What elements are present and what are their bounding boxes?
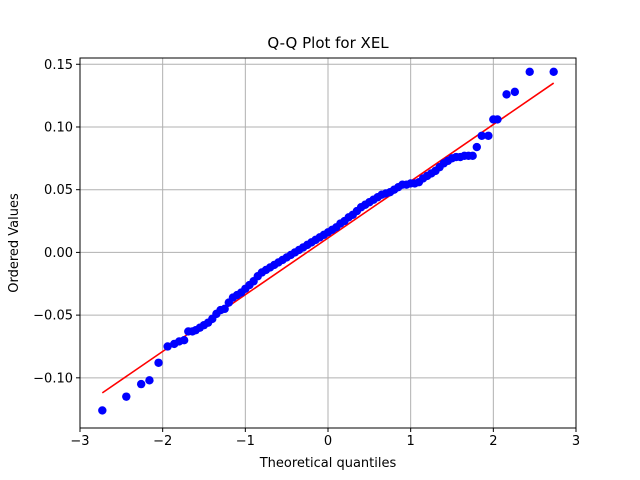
x-tick-label: 1 [407, 434, 415, 449]
data-point [493, 115, 502, 124]
data-point [502, 90, 511, 99]
data-point [136, 379, 146, 389]
data-point [122, 392, 131, 401]
y-tick-label: 0.15 [44, 58, 73, 73]
data-points-layer [98, 67, 558, 415]
y-tick-label: −0.05 [33, 309, 73, 324]
y-axis-label: Ordered Values [7, 193, 22, 293]
data-point [468, 151, 477, 161]
y-tick-label: 0.10 [44, 120, 73, 135]
x-tick-label: 0 [324, 434, 332, 449]
grid-layer [79, 58, 577, 428]
data-point [163, 342, 172, 351]
data-point [154, 358, 163, 367]
data-point [472, 142, 481, 152]
data-point [98, 406, 107, 415]
data-point [484, 131, 493, 140]
x-tick-label: 2 [489, 434, 497, 449]
x-tick-label: −2 [153, 434, 172, 449]
x-tick-label: −1 [236, 434, 255, 449]
y-tick-label: 0.00 [44, 246, 73, 261]
data-point [179, 336, 189, 345]
y-tick-label: 0.05 [44, 183, 73, 198]
x-axis-ticks: −3 −2 −1 0 1 2 3 [70, 428, 580, 449]
data-point [220, 304, 229, 314]
x-tick-label: 3 [572, 434, 580, 449]
data-point [525, 67, 534, 76]
data-point [477, 131, 486, 140]
data-point [145, 376, 154, 385]
data-point [510, 87, 520, 97]
y-tick-label: −0.10 [33, 371, 73, 386]
chart-title: Q-Q Plot for XEL [267, 34, 389, 52]
data-point [549, 67, 558, 76]
x-tick-label: −3 [70, 434, 89, 449]
x-axis-label: Theoretical quantiles [259, 456, 397, 471]
y-axis-ticks: −0.10 −0.05 0.00 0.05 0.10 0.15 [33, 58, 80, 386]
